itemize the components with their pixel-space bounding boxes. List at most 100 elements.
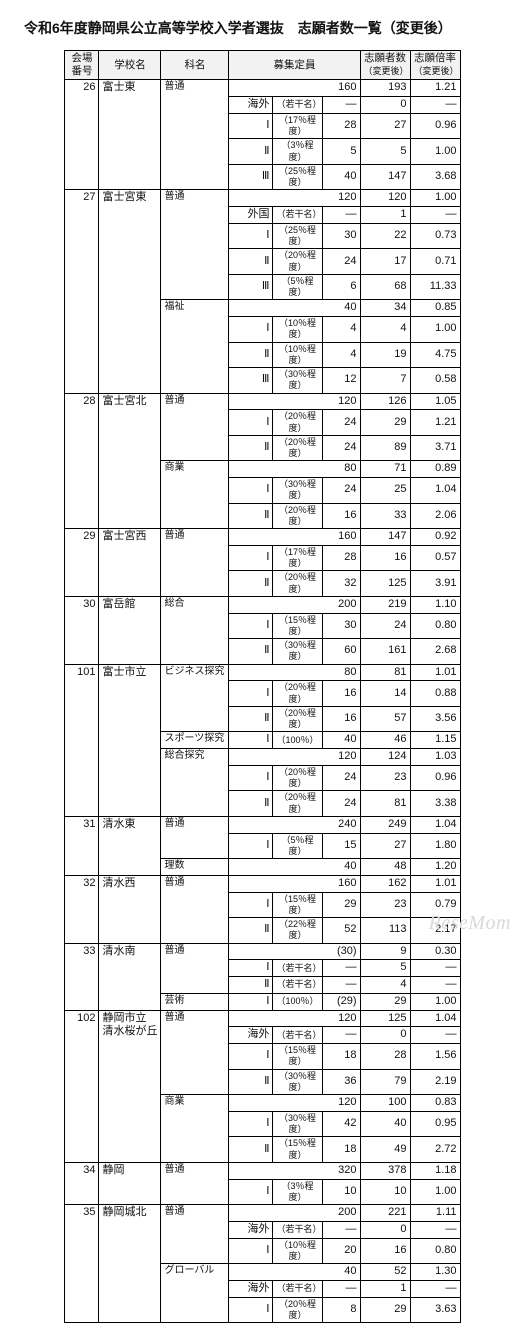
col-applicants: 志願者数 （変更後） bbox=[360, 51, 410, 80]
ratio: 1.00 bbox=[410, 1179, 460, 1205]
applicants: 221 bbox=[360, 1205, 410, 1222]
sub-note: （5％程度） bbox=[273, 833, 322, 859]
sub-note: （30％程度） bbox=[273, 478, 322, 504]
ratio: ― bbox=[410, 960, 460, 977]
col-venue-no: 会場 番号 bbox=[65, 51, 99, 80]
col-ratio: 志願倍率 （変更後） bbox=[410, 51, 460, 80]
applicants: 27 bbox=[360, 833, 410, 859]
table-row: 29富士宮西普通1601470.92 bbox=[65, 529, 460, 546]
sub-label: Ⅲ bbox=[229, 164, 273, 190]
applicants: 14 bbox=[360, 681, 410, 707]
sub-note: （20％程度） bbox=[273, 249, 322, 275]
table-row: 34静岡普通3203781.18 bbox=[65, 1162, 460, 1179]
applicants: 68 bbox=[360, 274, 410, 300]
capacity: 24 bbox=[322, 435, 360, 461]
school-name: 清水東 bbox=[99, 816, 161, 875]
sub-label: Ⅲ bbox=[229, 274, 273, 300]
applicants: 9 bbox=[360, 943, 410, 960]
sub-label: 外国 bbox=[229, 207, 273, 224]
capacity: 40 bbox=[229, 859, 360, 876]
sub-label: Ⅰ bbox=[229, 1111, 273, 1137]
sub-note: （若干名） bbox=[273, 960, 322, 977]
capacity: 160 bbox=[229, 529, 360, 546]
applicants: 28 bbox=[360, 1044, 410, 1070]
capacity: 12 bbox=[322, 368, 360, 394]
sub-label: Ⅱ bbox=[229, 249, 273, 275]
sub-label: Ⅱ bbox=[229, 791, 273, 817]
applicants: 46 bbox=[360, 732, 410, 749]
school-name: 清水西 bbox=[99, 875, 161, 943]
capacity: 8 bbox=[322, 1297, 360, 1323]
ratio: 1.30 bbox=[410, 1264, 460, 1281]
sub-note: （若干名） bbox=[273, 1221, 322, 1238]
sub-note: （若干名） bbox=[273, 207, 322, 224]
applicants: 5 bbox=[360, 960, 410, 977]
sub-note: （30％程度） bbox=[273, 1111, 322, 1137]
department: グローバル bbox=[161, 1264, 229, 1323]
capacity: 200 bbox=[229, 1205, 360, 1222]
capacity: 52 bbox=[322, 918, 360, 944]
department: 普通 bbox=[161, 1162, 229, 1204]
school-name: 富士宮西 bbox=[99, 529, 161, 597]
capacity: 6 bbox=[322, 274, 360, 300]
sub-note: （5％程度） bbox=[273, 274, 322, 300]
department: 福祉 bbox=[161, 300, 229, 393]
capacity: 16 bbox=[322, 503, 360, 529]
capacity: 80 bbox=[229, 461, 360, 478]
table-row: 32清水西普通1601621.01 bbox=[65, 875, 460, 892]
applicants: 161 bbox=[360, 639, 410, 665]
applicants: 22 bbox=[360, 223, 410, 249]
ratio: ― bbox=[410, 1280, 460, 1297]
sub-label: 海外 bbox=[229, 1280, 273, 1297]
capacity: 40 bbox=[322, 732, 360, 749]
capacity: 80 bbox=[229, 664, 360, 681]
capacity: 15 bbox=[322, 833, 360, 859]
sub-note: （20％程度） bbox=[273, 1297, 322, 1323]
applicants: 19 bbox=[360, 342, 410, 368]
venue-no: 31 bbox=[65, 816, 99, 875]
capacity: 29 bbox=[322, 892, 360, 918]
capacity: 16 bbox=[322, 706, 360, 732]
capacity: 18 bbox=[322, 1044, 360, 1070]
ratio: 0.71 bbox=[410, 249, 460, 275]
capacity: 120 bbox=[229, 749, 360, 766]
applicants: 49 bbox=[360, 1137, 410, 1163]
sub-note: （100％） bbox=[273, 732, 322, 749]
sub-note: （10％程度） bbox=[273, 1238, 322, 1264]
sub-label: Ⅰ bbox=[229, 410, 273, 436]
school-name: 富士市立 bbox=[99, 664, 161, 816]
sub-label: Ⅰ bbox=[229, 223, 273, 249]
applicants: 81 bbox=[360, 791, 410, 817]
capacity: 160 bbox=[229, 875, 360, 892]
capacity: 5 bbox=[322, 139, 360, 165]
applicants: 10 bbox=[360, 1179, 410, 1205]
sub-label: Ⅰ bbox=[229, 993, 273, 1010]
applicants: 27 bbox=[360, 113, 410, 139]
applicants: 71 bbox=[360, 461, 410, 478]
ratio: 1.04 bbox=[410, 816, 460, 833]
sub-label: Ⅰ bbox=[229, 478, 273, 504]
department: 普通 bbox=[161, 875, 229, 943]
venue-no: 29 bbox=[65, 529, 99, 597]
ratio: 2.06 bbox=[410, 503, 460, 529]
school-name: 富士東 bbox=[99, 80, 161, 190]
table-row: 102静岡市立 清水桜が丘普通1201251.04 bbox=[65, 1010, 460, 1027]
capacity: 24 bbox=[322, 249, 360, 275]
applicants: 147 bbox=[360, 529, 410, 546]
applicants: 16 bbox=[360, 545, 410, 571]
applicants: 48 bbox=[360, 859, 410, 876]
watermark: ReseMom bbox=[429, 912, 511, 935]
sub-label: Ⅱ bbox=[229, 435, 273, 461]
applicants: 25 bbox=[360, 478, 410, 504]
sub-label: Ⅰ bbox=[229, 892, 273, 918]
venue-no: 30 bbox=[65, 596, 99, 664]
col-school: 学校名 bbox=[99, 51, 161, 80]
sub-note: （25％程度） bbox=[273, 223, 322, 249]
department: 普通 bbox=[161, 80, 229, 190]
sub-label: Ⅱ bbox=[229, 571, 273, 597]
school-name: 富士宮東 bbox=[99, 190, 161, 393]
applicants: 24 bbox=[360, 613, 410, 639]
sub-note: （30％程度） bbox=[273, 368, 322, 394]
ratio: 1.00 bbox=[410, 317, 460, 343]
ratio: 3.71 bbox=[410, 435, 460, 461]
